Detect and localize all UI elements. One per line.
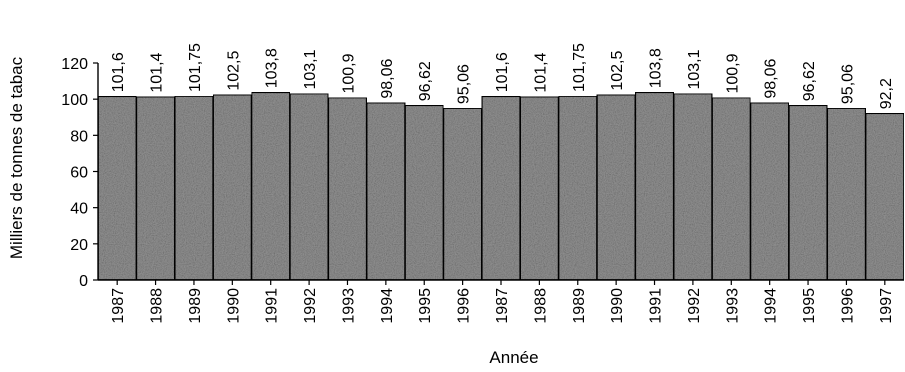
y-tick-label: 40: [70, 201, 88, 218]
data-label-5: 103,1: [302, 49, 319, 89]
data-label-15: 103,1: [686, 49, 703, 89]
bar-1994-7: [365, 101, 406, 281]
data-label-8: 96,62: [417, 61, 434, 101]
x-tick-label: 1990: [609, 288, 626, 324]
x-tick-label: 1994: [379, 288, 396, 324]
x-axis-title: Année: [489, 348, 538, 367]
y-tick-label: 60: [70, 165, 88, 182]
data-label-4: 103,8: [264, 48, 281, 88]
x-tick-label: 1995: [801, 288, 818, 324]
plot-area: 101,6 101,4 101,75 102,5 103,8 103,1 100,9 98,0…: [97, 43, 905, 281]
x-tick-label: 1993: [724, 288, 741, 324]
bar-1995-8: [404, 104, 445, 281]
y-tick-label: 0: [79, 273, 88, 290]
x-axis: 1987 1988 1989 1990 1991 1992 1993 1994 1995 1996…: [98, 279, 904, 324]
x-tick-label: 1988: [532, 288, 549, 324]
x-tick-label: 1991: [648, 288, 665, 324]
y-tick-label: 80: [70, 128, 88, 145]
bar-1993-16: [711, 96, 752, 281]
bar-1996-9: [442, 107, 483, 281]
data-label-10: 101,6: [494, 52, 511, 92]
bar-1989-2: [173, 95, 214, 281]
y-axis-title: Milliers de tonnes de tabac: [7, 56, 26, 259]
data-label-17: 98,06: [763, 59, 780, 99]
data-label-9: 95,06: [456, 64, 473, 104]
data-label-18: 96,62: [801, 61, 818, 101]
data-label-12: 101,75: [571, 43, 588, 92]
x-tick-label: 1992: [302, 288, 319, 324]
x-tick-label: 1997: [878, 288, 895, 324]
bar-1988-1: [135, 95, 176, 281]
x-tick-label: 1996: [839, 288, 856, 324]
data-label-7: 98,06: [379, 59, 396, 99]
bar-1990-3: [212, 93, 253, 281]
bar-1997-20: [864, 112, 905, 281]
x-tick-label: 1996: [456, 288, 473, 324]
x-tick-label: 1990: [225, 288, 242, 324]
data-label-0: 101,6: [110, 52, 127, 92]
bar-1991-4: [250, 91, 291, 281]
bar-1994-17: [749, 101, 790, 281]
bar-1992-15: [672, 92, 713, 281]
y-tick-label: 120: [61, 56, 88, 73]
data-label-6: 100,9: [340, 53, 357, 93]
data-label-1: 101,4: [149, 52, 166, 92]
x-tick-label: 1994: [763, 288, 780, 324]
x-tick-label: 1995: [417, 288, 434, 324]
bar-1987-0: [97, 95, 138, 281]
x-tick-label: 1987: [494, 288, 511, 324]
data-label-13: 102,5: [609, 51, 626, 91]
y-axis: 0 20 40 60 80 100 120: [61, 56, 99, 290]
x-tick-label: 1988: [149, 288, 166, 324]
bar-1995-18: [788, 104, 829, 281]
bar-1987-10: [481, 95, 521, 281]
bar-1989-12: [557, 95, 598, 281]
bar-1993-6: [327, 96, 368, 281]
data-label-14: 103,8: [648, 48, 665, 88]
bar-1996-19: [826, 107, 867, 281]
data-label-19: 95,06: [839, 64, 856, 104]
data-label-20: 92,2: [878, 78, 895, 109]
bar-1990-13: [596, 93, 637, 281]
y-tick-label: 100: [61, 92, 88, 109]
x-tick-label: 1989: [571, 288, 588, 324]
x-tick-label: 1987: [110, 288, 127, 324]
y-tick-label: 20: [70, 237, 88, 254]
x-tick-label: 1992: [686, 288, 703, 324]
data-label-11: 101,4: [532, 52, 549, 92]
bar-1992-5: [289, 92, 330, 281]
x-tick-label: 1993: [340, 288, 357, 324]
data-label-2: 101,75: [187, 43, 204, 92]
data-label-3: 102,5: [225, 51, 242, 91]
bar-1988-11: [519, 95, 560, 281]
x-tick-label: 1989: [187, 288, 204, 324]
data-label-16: 100,9: [724, 53, 741, 93]
bar-1991-14: [634, 91, 675, 281]
x-tick-label: 1991: [264, 288, 281, 324]
